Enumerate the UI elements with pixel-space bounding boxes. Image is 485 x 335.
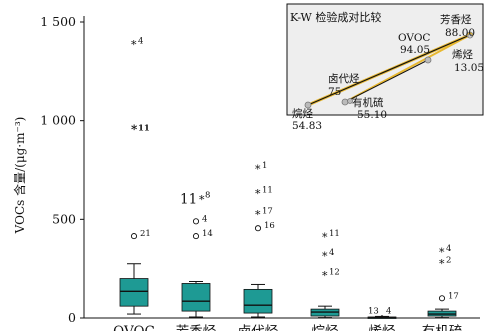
outlier-star: * xyxy=(322,270,328,283)
inset-label-sulfur-name: 有机硫 xyxy=(352,96,384,109)
outlier-circle xyxy=(254,225,262,232)
inset-edge-black-1 xyxy=(307,34,471,106)
inset-label-olefin-value: 13.05 xyxy=(454,62,484,74)
outlier-star: * xyxy=(322,250,328,263)
y-tick-label: 1 500 xyxy=(40,14,76,29)
inset-label-sulfur-value: 55.10 xyxy=(357,109,387,121)
outlier-label: 13 xyxy=(368,307,379,317)
inset-node-alkane xyxy=(304,101,312,109)
inset-node-halo xyxy=(341,98,349,106)
outlier-star: * xyxy=(439,258,445,271)
y-tick-label: 1 000 xyxy=(40,113,76,128)
inset-label-halo-name: 卤代烃 xyxy=(328,72,360,85)
box-5 xyxy=(427,308,457,319)
y-ticks: 0 500 1 000 1 500 xyxy=(40,14,84,325)
outlier-label: 4 xyxy=(329,248,334,258)
outlier-label: 17 xyxy=(448,291,459,301)
outlier-star: * xyxy=(255,208,261,221)
x-category-label: 卤代烃 xyxy=(238,324,279,331)
inset-label-olefin-name: 烯烃 xyxy=(452,48,473,61)
inset-node-olefin xyxy=(467,33,473,39)
x-category-label: OVOC xyxy=(113,324,155,331)
inset-label-halo-value: 75 xyxy=(328,86,341,98)
inset-edge-black-2 xyxy=(344,59,429,103)
box-iqr xyxy=(181,283,211,312)
inset-title: K-W 检验成对比较 xyxy=(290,10,381,24)
outlier-label: 8 xyxy=(205,191,210,201)
inset-edge-yellow-2 xyxy=(344,34,471,103)
outlier-circle xyxy=(192,218,200,225)
outlier-star: * xyxy=(255,188,261,201)
inset-frame xyxy=(286,3,484,116)
outlier-label: 4 xyxy=(386,307,391,317)
outlier-label: 4 xyxy=(138,37,143,47)
outlier-circle xyxy=(438,295,446,302)
box-2 xyxy=(243,283,273,318)
outlier-star: * xyxy=(255,163,261,176)
outlier-circle xyxy=(192,233,200,240)
inset-label-ovoc-value: 94.05 xyxy=(400,44,430,56)
outlier-prefix: 11 xyxy=(180,192,197,208)
x-category-label: 烯烃 xyxy=(369,324,396,331)
inset-label-aromatic-value: 88.00 xyxy=(445,27,475,39)
inset-label-alkane-name: 烷烃 xyxy=(292,107,313,120)
inset-label-aromatic-name: 芳香烃 xyxy=(440,13,472,26)
x-category-label: 芳香烃 xyxy=(176,324,217,331)
outlier-label: 4 xyxy=(202,214,207,224)
outlier-star: * xyxy=(439,246,445,259)
outlier-star: * xyxy=(131,39,137,52)
outlier-label: 4 xyxy=(446,244,451,254)
kw-inset: K-W 检验成对比较 芳香烃 88.00 OVOC 94.05 烯烃 13.05… xyxy=(286,3,484,132)
outlier-label: 11 xyxy=(138,124,150,134)
box-iqr xyxy=(119,278,149,307)
inset-node-ovoc xyxy=(424,56,432,64)
outlier-label: 2 xyxy=(446,256,451,266)
outlier-label: 1 xyxy=(262,161,267,171)
inset-label-alkane-value: 54.83 xyxy=(292,120,322,132)
outlier-label: 11 xyxy=(329,229,340,239)
outlier-label: 11 xyxy=(262,186,273,196)
outlier-label: 14 xyxy=(202,229,213,239)
box-1 xyxy=(181,280,211,318)
y-tick-label: 500 xyxy=(52,211,76,226)
inset-label-ovoc-name: OVOC xyxy=(398,32,430,44)
y-tick-label: 0 xyxy=(68,310,76,325)
outlier-star: * xyxy=(322,231,328,244)
outlier-label: 12 xyxy=(329,268,340,278)
outlier-label: 17 xyxy=(262,206,273,216)
outlier-label: 21 xyxy=(140,229,151,239)
outlier-label: 16 xyxy=(264,221,275,231)
y-axis-title: VOCs 含量/(μg·m⁻³) xyxy=(12,117,27,235)
outlier-star: * xyxy=(131,123,138,137)
boxes xyxy=(119,263,457,319)
box-3 xyxy=(310,305,340,319)
outlier-circle xyxy=(130,233,138,240)
x-category-label: 烷烃 xyxy=(312,324,339,331)
box-0 xyxy=(119,263,149,315)
outlier-marker xyxy=(380,315,384,318)
outlier-star: * xyxy=(199,194,205,207)
inset-node-sulfur xyxy=(347,98,353,104)
x-category-label: 有机硫 xyxy=(422,324,463,331)
box-iqr xyxy=(243,288,273,314)
x-category-labels: OVOC 芳香烃 卤代烃 烷烃 烯烃 有机硫 xyxy=(113,324,463,335)
